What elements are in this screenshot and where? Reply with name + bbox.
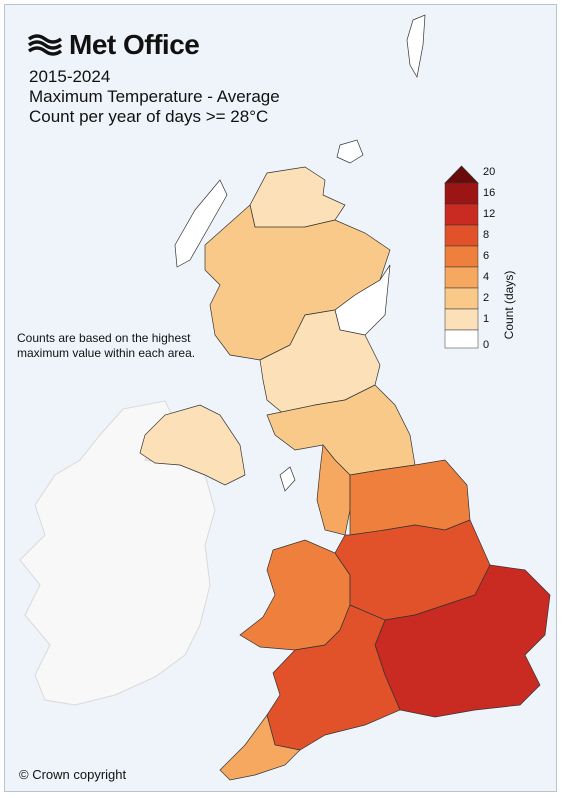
region-isle-of-man bbox=[279, 466, 296, 492]
period-label: 2015-2024 bbox=[29, 67, 111, 86]
legend-swatch-8-12 bbox=[444, 224, 479, 247]
region-wales bbox=[239, 539, 351, 651]
legend-extend-arrow bbox=[444, 165, 479, 184]
region-shetland bbox=[406, 14, 426, 78]
legend-tick: 1 bbox=[483, 313, 489, 325]
region-cornwall bbox=[219, 714, 301, 781]
legend-swatch-6-8 bbox=[444, 245, 479, 268]
copyright: © Crown copyright bbox=[19, 767, 127, 782]
region-southern-scotland bbox=[259, 309, 381, 416]
description-label: Count per year of days >= 28°C bbox=[29, 107, 269, 126]
legend-tick: 16 bbox=[483, 187, 495, 199]
legend-tick: 0 bbox=[483, 339, 489, 351]
legend-colorbar bbox=[444, 165, 479, 349]
met-office-logo: Met Office bbox=[27, 29, 200, 61]
legend-tick-labels: 20 16 12 8 6 4 2 1 0 bbox=[483, 166, 495, 351]
met-office-waves-icon bbox=[27, 34, 63, 56]
uk-map: 20 16 12 8 6 4 2 1 0 Count (days) bbox=[19, 14, 551, 781]
legend-tick: 2 bbox=[483, 292, 489, 304]
legend-swatch-0-1 bbox=[444, 329, 479, 349]
legend-swatch-1-2 bbox=[444, 308, 479, 331]
region-south-west-england bbox=[266, 604, 401, 751]
region-northern-ireland bbox=[139, 404, 246, 486]
region-western-isles bbox=[174, 179, 228, 268]
legend-tick: 6 bbox=[483, 250, 489, 262]
legend-tick: 12 bbox=[483, 208, 495, 220]
legend-title: Count (days) bbox=[502, 271, 516, 340]
legend-tick: 20 bbox=[483, 166, 495, 178]
metric-label: Maximum Temperature - Average bbox=[29, 87, 280, 106]
legend-tick: 8 bbox=[483, 229, 489, 241]
brand-name: Met Office bbox=[69, 29, 200, 60]
legend-swatch-16-20 bbox=[444, 182, 479, 205]
map-frame: 20 16 12 8 6 4 2 1 0 Count (days) Met Of… bbox=[4, 4, 557, 792]
legend-swatch-12-16 bbox=[444, 203, 479, 226]
legend-swatch-2-4 bbox=[444, 287, 479, 310]
legend-tick: 4 bbox=[483, 271, 489, 283]
counts-note: Counts are based on the highest maximum … bbox=[17, 331, 196, 360]
region-orkney bbox=[336, 139, 364, 164]
legend-swatch-4-6 bbox=[444, 266, 479, 289]
